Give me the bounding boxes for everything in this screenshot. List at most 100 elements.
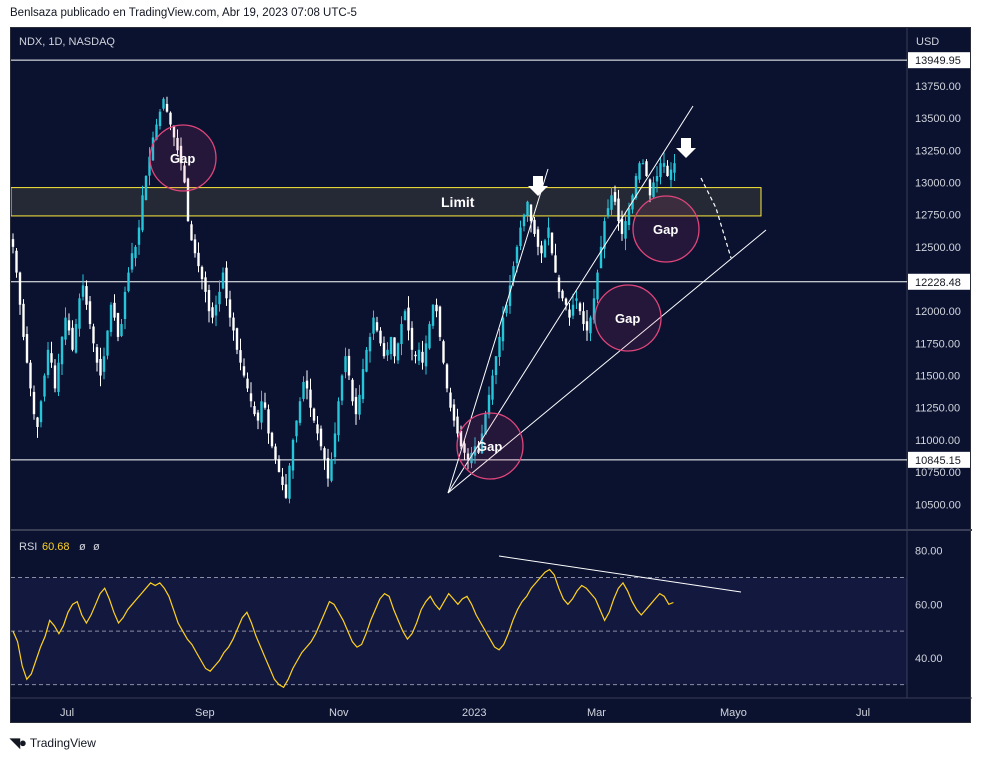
candle-body bbox=[428, 324, 431, 349]
candle-body bbox=[102, 356, 106, 372]
candle-body bbox=[256, 412, 260, 421]
candle-body bbox=[319, 428, 323, 447]
candle-body bbox=[71, 327, 74, 350]
chart-svg[interactable]: NDX, 1D, NASDAQ USD 13750.00 13500.00 13250.… bbox=[11, 28, 972, 724]
candle-body bbox=[116, 312, 120, 337]
candle-body bbox=[582, 311, 585, 325]
candle-body bbox=[277, 459, 281, 473]
candle-body bbox=[137, 227, 141, 245]
candle-body bbox=[407, 307, 410, 331]
candle-body bbox=[333, 433, 337, 458]
candle-body bbox=[666, 165, 669, 177]
candle-body bbox=[463, 443, 466, 453]
candle-body bbox=[508, 285, 512, 306]
candle-body bbox=[347, 355, 351, 376]
candle-body bbox=[267, 409, 270, 434]
candle-body bbox=[281, 476, 284, 485]
candle-body bbox=[323, 448, 326, 460]
candle-body bbox=[648, 179, 652, 196]
trend-line bbox=[447, 105, 694, 494]
candle-body bbox=[529, 204, 533, 222]
candle-body bbox=[477, 449, 480, 453]
candle-body bbox=[501, 317, 505, 342]
candle-body bbox=[253, 406, 256, 415]
candle-body bbox=[183, 165, 186, 183]
candle-body bbox=[403, 311, 407, 321]
candle-body bbox=[568, 309, 571, 318]
price-tick-label: 13750.00 bbox=[915, 81, 961, 93]
candle-body bbox=[627, 208, 631, 226]
candle-body bbox=[638, 163, 641, 180]
candle-body bbox=[221, 272, 225, 289]
candle-body bbox=[218, 291, 221, 305]
candle-body bbox=[417, 349, 421, 361]
candle-body bbox=[298, 401, 302, 423]
candle-body bbox=[295, 420, 298, 437]
candle-body bbox=[575, 298, 578, 301]
gap-label: Gap bbox=[477, 439, 502, 454]
candle-body bbox=[613, 192, 617, 202]
candle-body bbox=[571, 304, 575, 316]
candle-body bbox=[505, 304, 508, 314]
candle-body bbox=[32, 391, 36, 415]
candle-body bbox=[22, 303, 25, 337]
candle-body bbox=[11, 239, 15, 247]
candle-body bbox=[456, 416, 459, 434]
candle-body bbox=[669, 169, 673, 180]
candle-body bbox=[246, 378, 249, 389]
candle-body bbox=[445, 364, 449, 389]
candle-body bbox=[284, 484, 288, 498]
candle-body bbox=[410, 327, 414, 350]
candle-body bbox=[459, 430, 463, 447]
down-arrow-icon bbox=[676, 138, 696, 158]
candle-body bbox=[200, 266, 204, 279]
candle-body bbox=[634, 176, 638, 198]
footer[interactable]: ◥● TradingView bbox=[10, 735, 96, 751]
price-tick-label: 13500.00 bbox=[915, 113, 961, 125]
candle-body bbox=[141, 195, 144, 231]
candle-body bbox=[172, 125, 176, 138]
candle-body bbox=[109, 304, 113, 332]
candle-body bbox=[424, 343, 428, 367]
candle-body bbox=[67, 320, 71, 331]
candle-body bbox=[330, 459, 333, 481]
candle-body bbox=[179, 145, 183, 164]
symbol-label: NDX, 1D, NASDAQ bbox=[19, 36, 115, 48]
candle-body bbox=[25, 334, 29, 363]
limit-label: Limit bbox=[441, 194, 475, 210]
candle-body bbox=[64, 317, 67, 340]
candle-body bbox=[673, 163, 676, 173]
candle-body bbox=[302, 381, 305, 399]
candle-body bbox=[393, 337, 396, 357]
time-tick-label: Jul bbox=[60, 707, 74, 719]
candle-body bbox=[211, 307, 214, 318]
candle-body bbox=[351, 379, 354, 402]
candle-body bbox=[148, 156, 151, 176]
candle-body bbox=[564, 298, 568, 305]
gap-label: Gap bbox=[653, 222, 678, 237]
price-tick-label: 13250.00 bbox=[915, 145, 961, 157]
candle-body bbox=[617, 198, 620, 222]
candle-body bbox=[372, 317, 375, 334]
candle-body bbox=[113, 302, 116, 318]
candle-body bbox=[158, 111, 162, 127]
level-price-tag bbox=[908, 273, 970, 290]
candle-body bbox=[515, 246, 519, 264]
candle-body bbox=[193, 239, 197, 254]
rsi-line bbox=[12, 568, 674, 689]
down-arrow-icon bbox=[528, 176, 548, 196]
level-price-tag bbox=[908, 451, 970, 468]
candle-body bbox=[578, 303, 582, 312]
price-tick-label: 10750.00 bbox=[915, 467, 961, 479]
candle-body bbox=[127, 272, 130, 291]
price-tick-label: 13000.00 bbox=[915, 177, 961, 189]
candle-body bbox=[442, 341, 445, 363]
candle-body bbox=[106, 330, 109, 356]
candle-body bbox=[74, 324, 78, 353]
candle-body bbox=[235, 328, 239, 350]
candle-body bbox=[550, 232, 554, 254]
gap-circle bbox=[456, 412, 524, 480]
price-tick-label: 12000.00 bbox=[915, 306, 961, 318]
candle-body bbox=[316, 424, 319, 434]
candle-body bbox=[494, 356, 498, 376]
